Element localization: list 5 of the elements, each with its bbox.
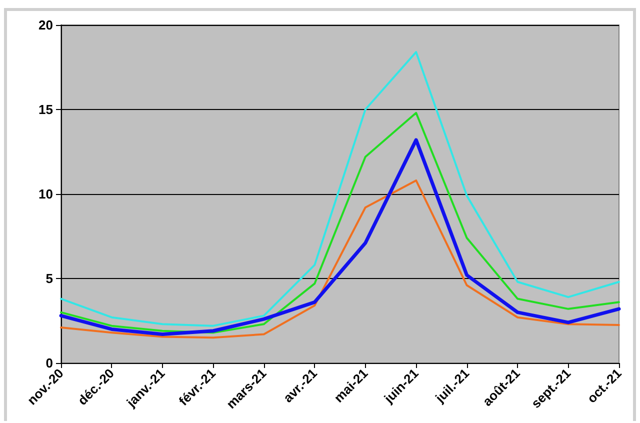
y-tick-label: 5 — [46, 271, 53, 286]
y-tick-label: 20 — [38, 18, 53, 32]
y-tick-label: 15 — [38, 102, 53, 117]
y-tick-label: 10 — [38, 186, 53, 202]
y-tick-label: 0 — [46, 356, 53, 370]
